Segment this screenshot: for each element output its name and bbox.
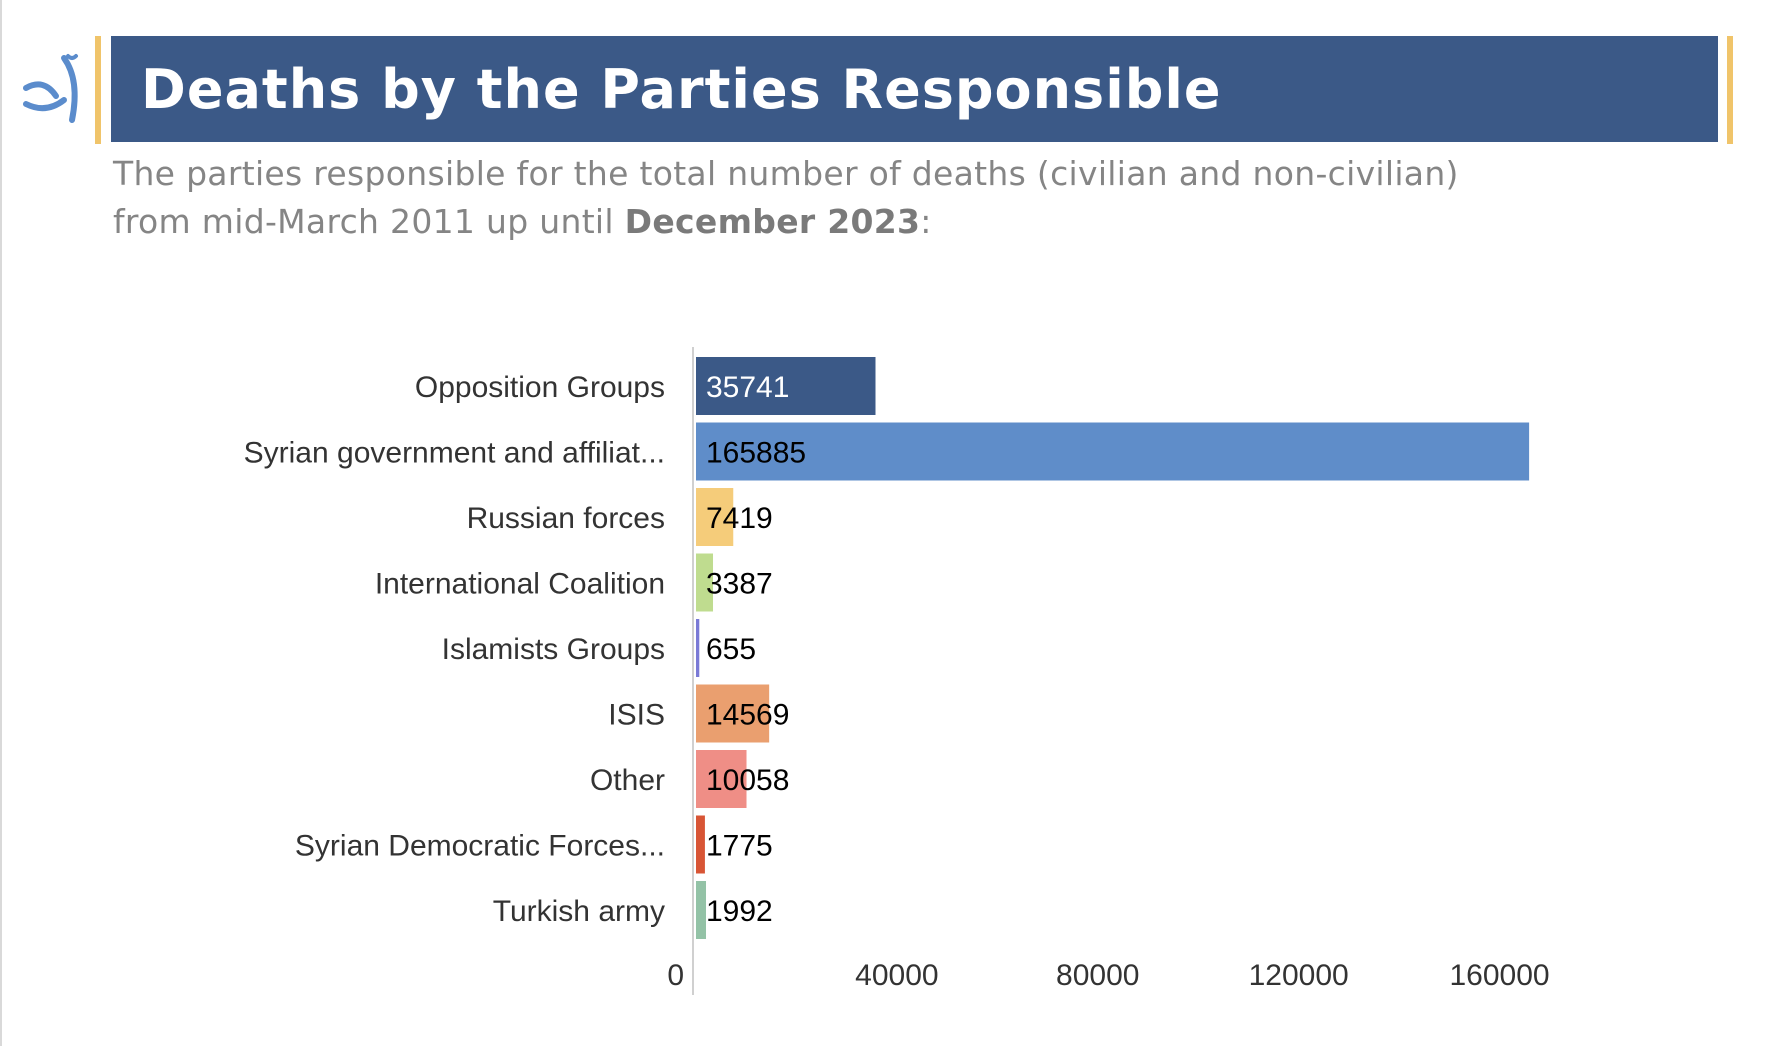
x-tick-label-2: 80000 xyxy=(1056,959,1139,992)
bar-4 xyxy=(696,619,700,677)
value-label-6: 10058 xyxy=(706,764,789,797)
bar-1 xyxy=(696,422,1530,481)
bar-6 xyxy=(696,750,747,808)
value-label-0: 35741 xyxy=(706,371,789,404)
org-logo-icon xyxy=(23,54,78,123)
category-label-3: International Coalition xyxy=(375,568,665,601)
chart-x-axis: 0 40000 80000 120000 160000 xyxy=(667,347,1550,995)
bar-7 xyxy=(696,815,705,874)
title-banner: Deaths by the Parties Responsible xyxy=(111,36,1718,142)
value-label-1: 165885 xyxy=(706,437,806,470)
value-label-2: 7419 xyxy=(706,502,773,535)
category-label-8: Turkish army xyxy=(493,895,665,928)
bar-8 xyxy=(696,881,707,939)
category-label-6: Other xyxy=(590,764,665,797)
value-label-5: 14569 xyxy=(706,699,789,732)
subtitle-line-2-suffix: : xyxy=(920,202,932,241)
chart-subtitle: The parties responsible for the total nu… xyxy=(113,150,1513,246)
value-label-3: 3387 xyxy=(706,568,773,601)
page-title: Deaths by the Parties Responsible xyxy=(141,57,1222,121)
subtitle-line-1: The parties responsible for the total nu… xyxy=(113,154,1459,193)
left-border xyxy=(0,0,2,1046)
chart-category-labels: Opposition Groups Syrian government and a… xyxy=(244,371,665,928)
chart-bars xyxy=(696,357,1530,939)
category-label-5: ISIS xyxy=(608,699,665,732)
value-label-4: 655 xyxy=(706,633,756,666)
bar-0 xyxy=(696,357,876,415)
category-label-7: Syrian Democratic Forces... xyxy=(295,830,665,863)
x-tick-label-0: 0 xyxy=(667,959,684,992)
value-label-7: 1775 xyxy=(706,830,773,863)
x-tick-label-3: 120000 xyxy=(1249,959,1349,992)
subtitle-line-2-prefix: from mid-March 2011 up until xyxy=(113,202,625,241)
bar-2 xyxy=(696,488,734,546)
subtitle-date: December 2023 xyxy=(624,202,921,241)
value-label-8: 1992 xyxy=(706,895,773,928)
bar-3 xyxy=(696,553,714,612)
x-tick-label-1: 40000 xyxy=(855,959,938,992)
category-label-0: Opposition Groups xyxy=(415,371,665,404)
title-accent-left xyxy=(95,36,101,144)
category-label-2: Russian forces xyxy=(467,502,665,535)
x-tick-label-4: 160000 xyxy=(1450,959,1550,992)
chart-value-labels: 35741 165885 7419 3387 655 14569 10058 1775 1992 xyxy=(706,371,806,928)
title-accent-right xyxy=(1727,36,1733,144)
bar-5 xyxy=(696,684,770,743)
category-label-4: Islamists Groups xyxy=(442,633,665,666)
category-label-1: Syrian government and affiliat... xyxy=(244,437,665,470)
